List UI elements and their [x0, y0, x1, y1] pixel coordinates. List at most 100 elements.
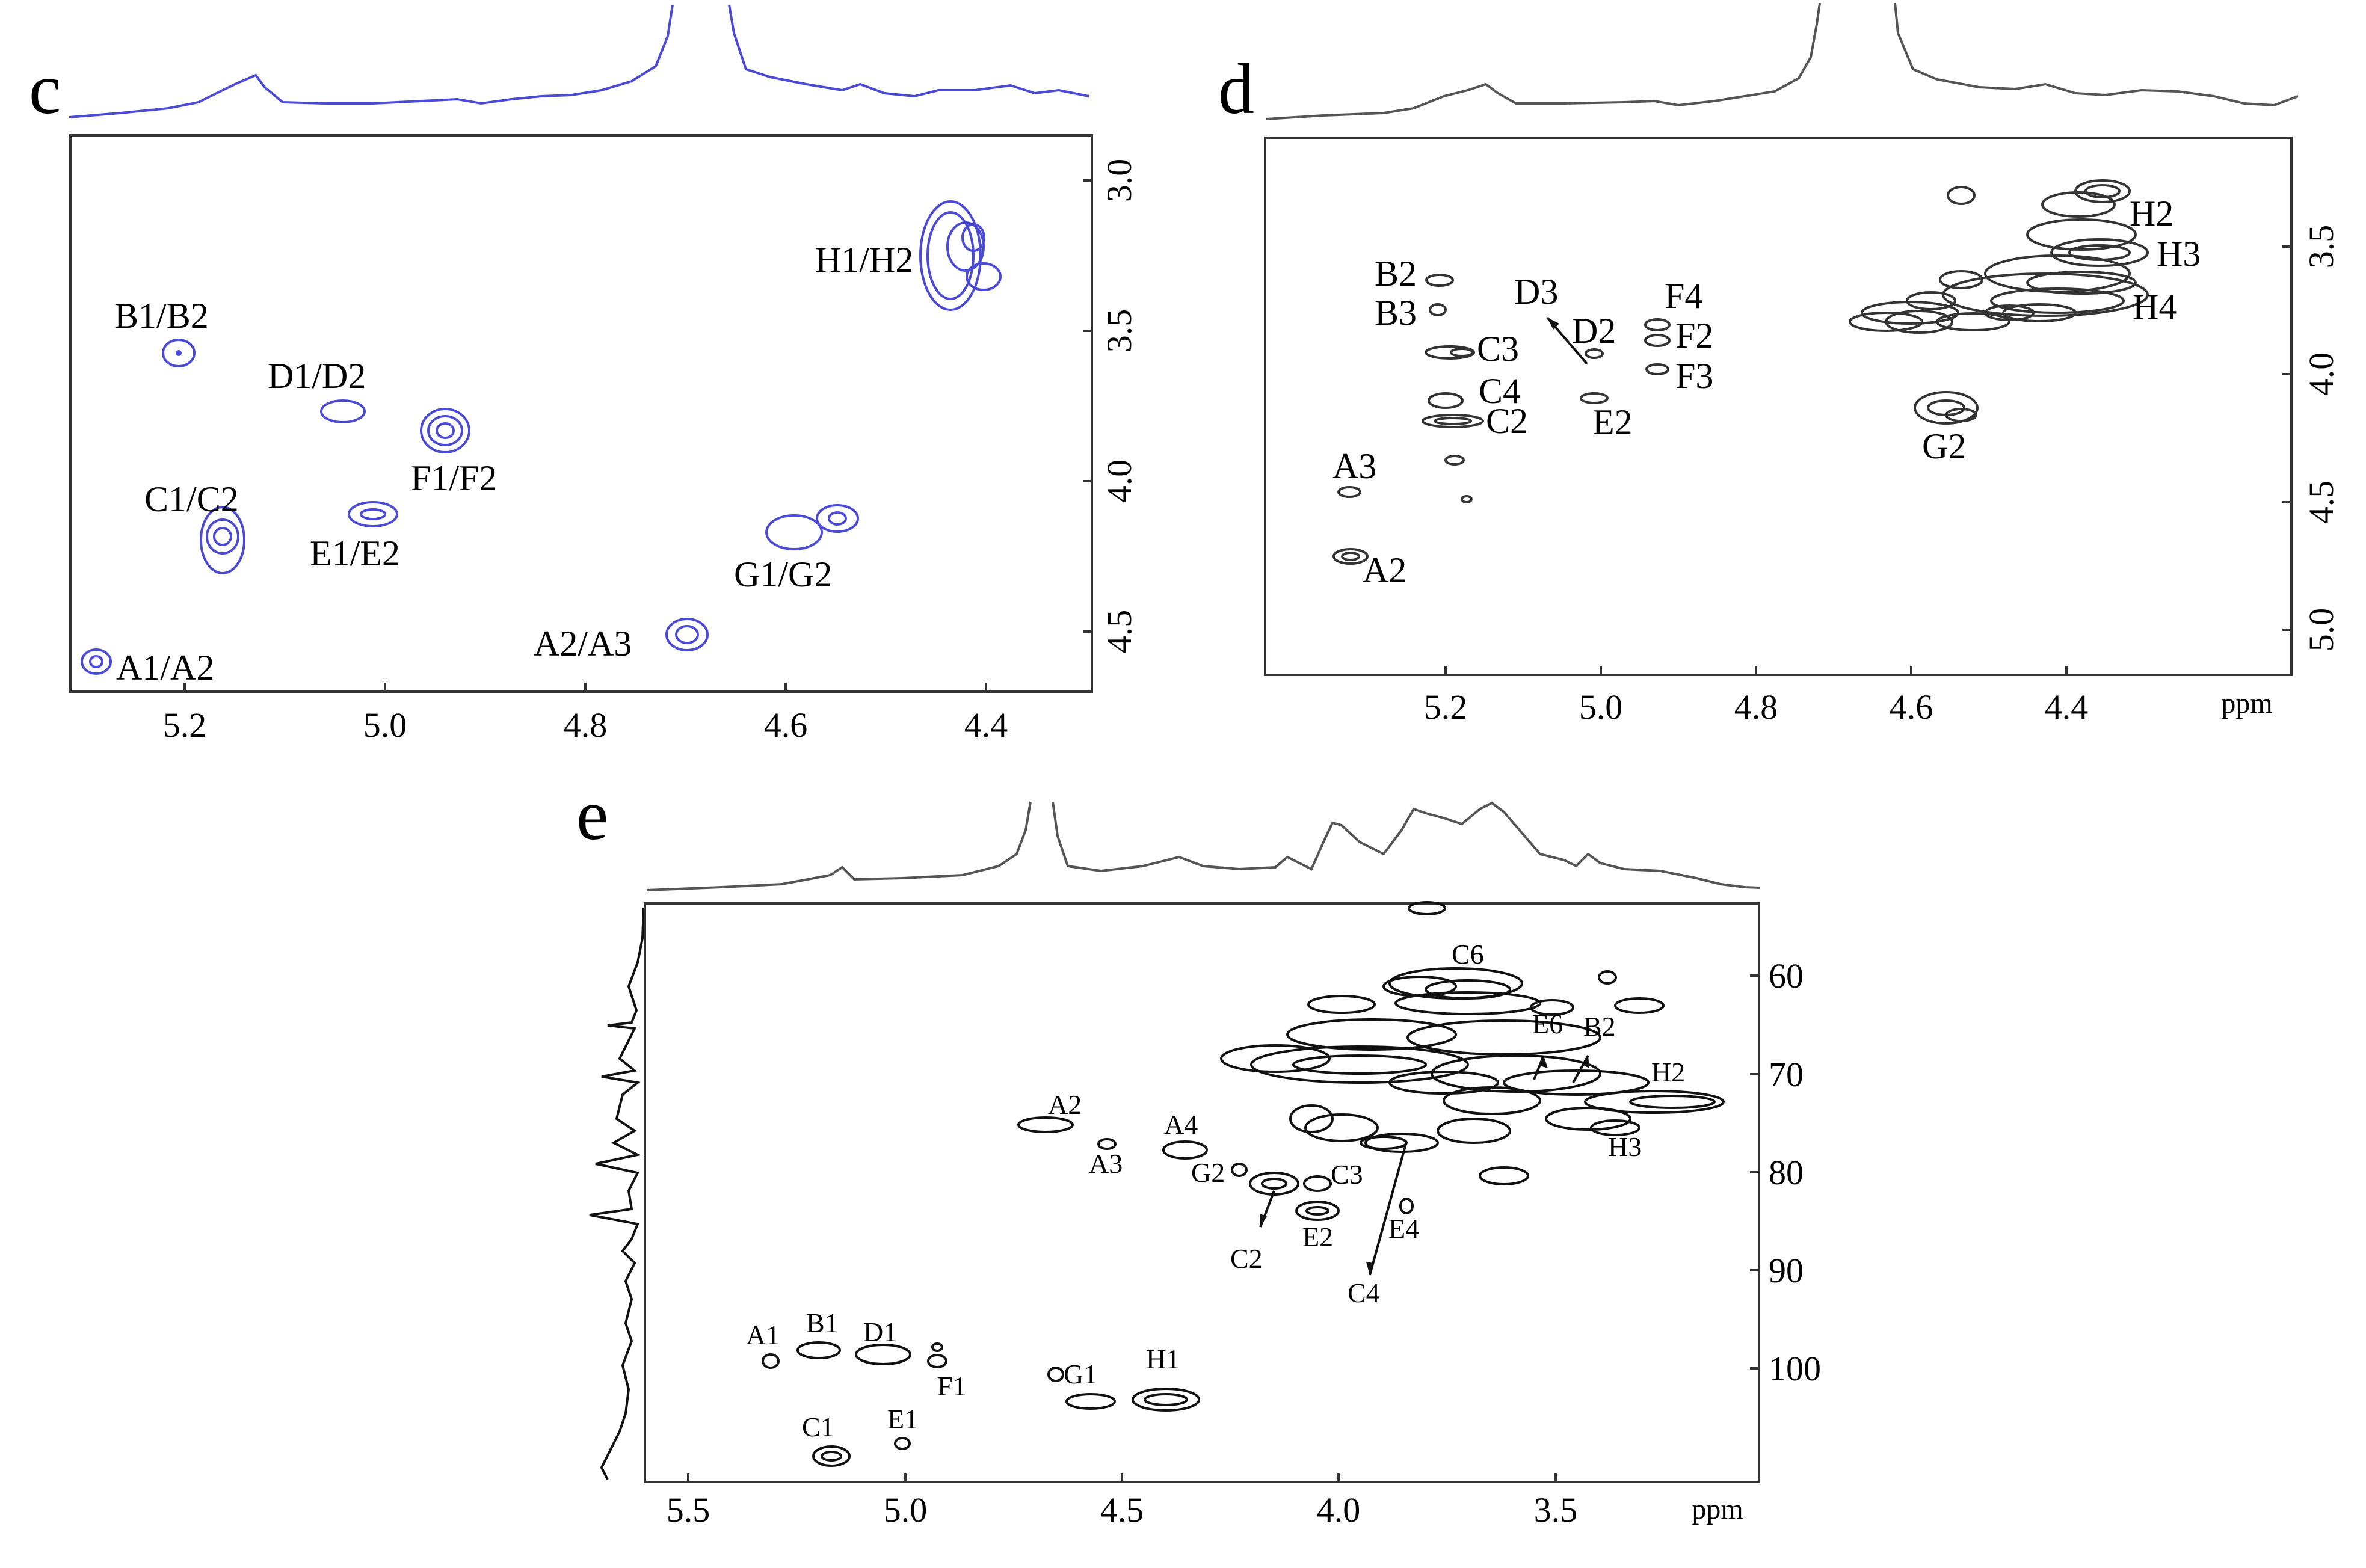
panel-d-peak-label: G2: [1922, 426, 1966, 466]
panel-e-y-tick-label: 60: [1769, 956, 1804, 995]
panel-e-x-tick-label: 4.0: [1317, 1490, 1361, 1530]
panel-c: c: [29, 4, 1139, 745]
panel-c-y-tick-label: 4.5: [1100, 610, 1139, 654]
panel-d-peak-label: F4: [1665, 276, 1702, 316]
panel-d-peak-label: C3: [1477, 329, 1519, 369]
panel-c-letter: c: [29, 49, 61, 129]
panel-c-y-tick-label: 4.0: [1100, 460, 1139, 503]
panel-d-y-tick-label: 4.0: [2302, 352, 2341, 396]
panel-d-letter: d: [1218, 49, 1254, 129]
panel-e-peak-label: F1: [937, 1371, 967, 1401]
panel-e-x-tick-label: 5.0: [884, 1490, 928, 1530]
panel-c-plot-frame: [69, 134, 1093, 693]
panel-e-peak-label: C2: [1230, 1243, 1263, 1274]
panel-d-d3-arrowhead: [1547, 318, 1559, 330]
panel-c-peak-label: A2/A3: [534, 624, 632, 663]
panel-e-plot-frame: [644, 902, 1760, 1483]
panel-d-peak-label: C4: [1479, 371, 1521, 411]
panel-e-x-tick-label: 4.5: [1100, 1490, 1144, 1530]
panel-d-peak-label: B2: [1375, 254, 1417, 294]
panel-e-left-projection: [589, 908, 645, 1480]
panel-c-peak-label: H1/H2: [815, 240, 913, 280]
panel-c-x-tick-label: 4.8: [564, 706, 608, 745]
panel-e-peak-label: A2: [1048, 1089, 1082, 1120]
panel-d-x-tick-label: 4.4: [2045, 687, 2089, 727]
panel-d-peak-label: A3: [1332, 446, 1376, 486]
panel-e-peak-label: C6: [1452, 939, 1484, 970]
panel-d-y-tick-label: 5.0: [2302, 608, 2341, 652]
panel-e-peak-label: A3: [1089, 1148, 1123, 1179]
panel-e-peak-label: B1: [806, 1308, 839, 1338]
panel-d-y-ticks: [2282, 245, 2291, 631]
panel-d-x-tick-label: 5.0: [1579, 687, 1623, 727]
panel-e-peak-label: A4: [1164, 1109, 1198, 1140]
panel-c-x-tick-label: 4.4: [964, 706, 1008, 745]
panel-e-y-ticks: [1750, 974, 1759, 1370]
panel-e-peak-label: H1: [1146, 1344, 1180, 1374]
panel-e-top-projection: [646, 801, 1760, 891]
panel-c-peak-label: G1/G2: [734, 555, 832, 594]
panel-e-x-ticks: [687, 1473, 1557, 1482]
panel-c-peak-label: F1/F2: [411, 458, 497, 498]
panel-e-peak-label: B2: [1583, 1011, 1616, 1042]
panel-c-peak-label: E1/E2: [310, 533, 400, 573]
panel-e-y-tick-label: 90: [1769, 1251, 1804, 1290]
panel-e-peak-label: C3: [1331, 1159, 1363, 1190]
panel-c-y-tick-label: 3.5: [1100, 309, 1139, 353]
panel-c-peak-label: B1/B2: [114, 296, 209, 336]
panel-e-y-tick-label: 80: [1769, 1153, 1804, 1192]
panel-d-peak-label: B3: [1375, 293, 1417, 333]
panel-d-peak-label: H3: [2157, 234, 2201, 274]
panel-e-peak-label: A1: [746, 1320, 780, 1350]
panel-e-x-axis-unit: ppm: [1692, 1493, 1743, 1525]
panel-e-peak-label: D1: [863, 1317, 897, 1347]
panel-d-plot-frame: [1264, 137, 2293, 676]
panel-e-contours: [762, 901, 1725, 1467]
panel-e: e: [576, 775, 1821, 1530]
panel-d-x-tick-label: 4.8: [1734, 687, 1778, 727]
panel-d-peak-label: F2: [1675, 316, 1713, 355]
panel-d-x-axis-unit: ppm: [2221, 687, 2272, 719]
panel-e-peak-label: E2: [1302, 1222, 1333, 1252]
panel-d-peak-label: H2: [2130, 194, 2173, 233]
panel-e-peak-label: G2: [1191, 1157, 1225, 1188]
panel-c-x-tick-label: 5.0: [363, 706, 407, 745]
panel-d-peak-label: A2: [1363, 550, 1406, 590]
panel-d-x-ticks: [1444, 666, 2068, 675]
panel-c-peak-label: D1/D2: [268, 356, 366, 396]
panel-d: d: [1218, 2, 2341, 727]
panel-e-x-tick-label: 5.5: [667, 1490, 710, 1530]
panel-e-x-tick-label: 3.5: [1534, 1490, 1578, 1530]
panel-c-contours: [81, 200, 1002, 675]
panel-d-x-tick-label: 5.2: [1424, 687, 1468, 727]
panel-c-x-ticks: [183, 683, 987, 692]
panel-c-y-ticks: [1083, 179, 1092, 633]
panel-c-peak-label: A1/A2: [116, 648, 214, 687]
panel-e-y-tick-label: 70: [1769, 1055, 1804, 1094]
panel-e-peak-label: H3: [1608, 1131, 1642, 1162]
panel-d-peak-label: H4: [2133, 287, 2177, 327]
panel-d-peak-label: D3: [1514, 272, 1558, 312]
panel-e-peak-label: E4: [1388, 1213, 1419, 1244]
panel-e-peak-label: H2: [1651, 1057, 1685, 1087]
panel-c-y-tick-label: 3.0: [1100, 159, 1139, 203]
panel-d-peak-label: C2: [1486, 401, 1528, 441]
panel-d-x-tick-label: 4.6: [1890, 687, 1933, 727]
panel-e-peak-label: C1: [802, 1412, 834, 1442]
panel-c-x-tick-label: 4.6: [764, 706, 808, 745]
panel-d-contours: [1332, 179, 2149, 565]
panel-c-peak-label: C1/C2: [144, 479, 239, 519]
panel-e-letter: e: [576, 775, 608, 855]
panel-e-y-tick-label: 100: [1769, 1349, 1821, 1388]
panel-e-peak-label: E6: [1532, 1009, 1563, 1039]
panel-c-projection-trace: [69, 4, 1089, 118]
panel-d-projection-trace: [1266, 2, 2299, 120]
panel-c-x-tick-label: 5.2: [163, 706, 207, 745]
panel-d-y-tick-label: 3.5: [2302, 225, 2341, 269]
panel-d-peak-label: F3: [1675, 356, 1713, 396]
panel-d-y-tick-label: 4.5: [2302, 481, 2341, 524]
panel-e-arrowheads: [1260, 1056, 1589, 1275]
panel-e-peak-label: E1: [887, 1404, 918, 1434]
panel-e-peak-label: C4: [1348, 1277, 1380, 1308]
